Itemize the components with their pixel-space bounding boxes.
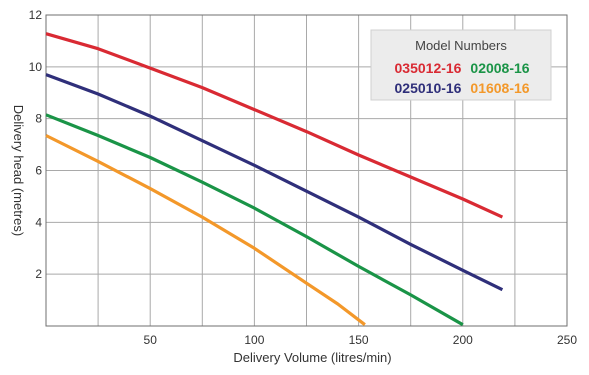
y-tick-label: 2 <box>35 267 42 281</box>
legend-item-02008-16: 02008-16 <box>470 60 529 76</box>
y-tick-label: 6 <box>35 164 42 178</box>
plot-border <box>45 14 568 327</box>
x-tick-label: 150 <box>349 333 369 347</box>
x-tick-label: 200 <box>453 333 473 347</box>
y-tick-label: 10 <box>29 60 43 74</box>
legend: Model Numbers 035012-16 02008-16 025010-… <box>370 29 552 101</box>
y-tick-label: 4 <box>35 215 42 229</box>
x-axis-label: Delivery Volume (litres/min) <box>233 350 391 365</box>
series-line-02008-16 <box>45 113 464 327</box>
series-layer <box>45 32 504 327</box>
series-line-01608-16 <box>45 134 366 326</box>
series-line-025010-16 <box>45 73 504 292</box>
x-tick-label: 250 <box>557 333 577 347</box>
y-tick-label: 12 <box>29 8 43 22</box>
axes: 50 100 150 200 250 2 4 6 8 10 12 <box>29 8 578 347</box>
legend-item-035012-16: 035012-16 <box>395 60 462 76</box>
legend-item-01608-16: 01608-16 <box>470 80 529 96</box>
y-axis-label: Delivery head (metres) <box>11 105 26 237</box>
legend-item-025010-16: 025010-16 <box>395 80 462 96</box>
series-line-035012-16 <box>45 32 504 219</box>
y-tick-label: 8 <box>35 112 42 126</box>
x-tick-label: 100 <box>244 333 264 347</box>
x-tick-label: 50 <box>144 333 158 347</box>
legend-box <box>370 29 552 101</box>
legend-title: Model Numbers <box>415 38 507 53</box>
